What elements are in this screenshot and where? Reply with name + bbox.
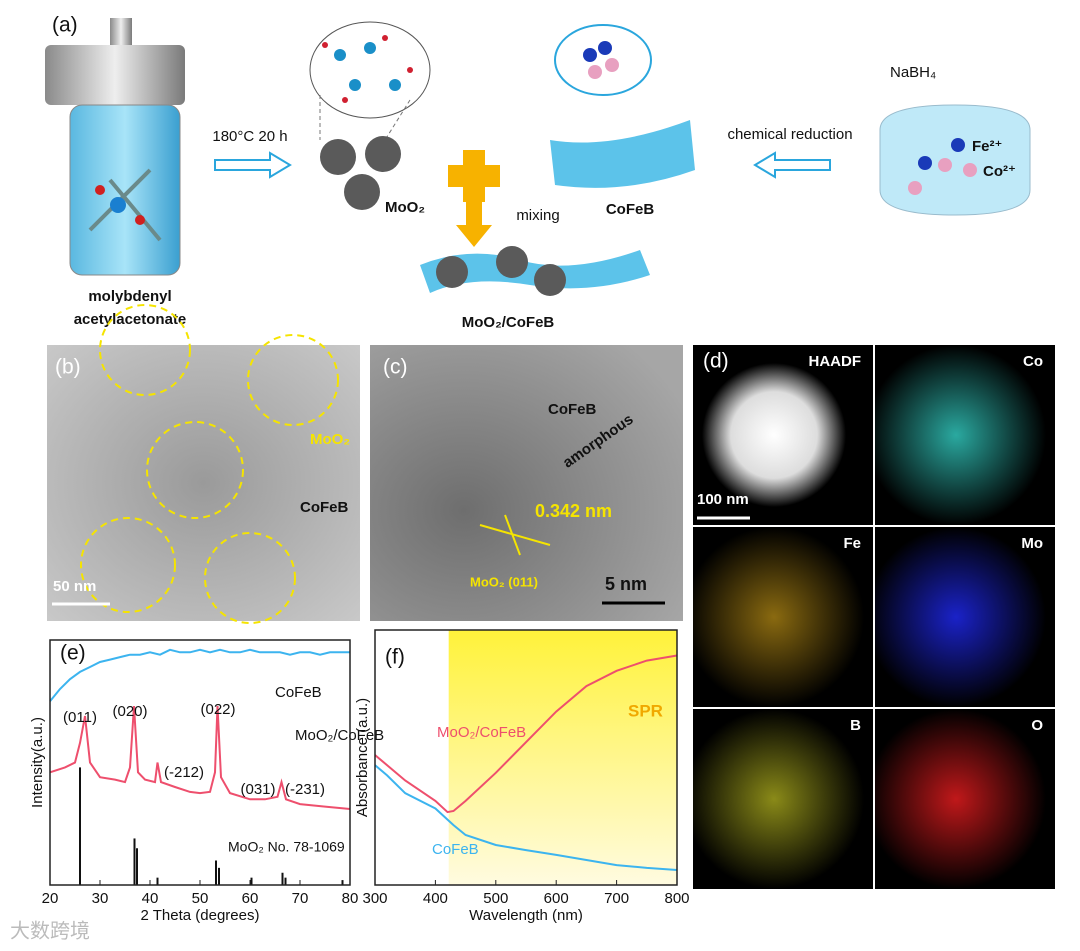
label: NaBH₄ [890, 64, 936, 81]
series-label: MoO₂/CoFeB [437, 724, 526, 741]
x-tick-label: 500 [483, 890, 508, 907]
x-tick-label: 300 [362, 890, 387, 907]
x-tick-label: 50 [192, 890, 209, 907]
peak-annotation: (-231) [285, 781, 325, 798]
x-tick-label: 70 [292, 890, 309, 907]
precursor-name: molybdenyl [88, 288, 171, 305]
autoclave-liner [69, 104, 181, 276]
arrow [456, 195, 492, 247]
panel-label: (e) [60, 642, 86, 665]
x-tick-label: 400 [423, 890, 448, 907]
y-axis-title: Intensity(a.u.) [29, 717, 46, 808]
scale-bar: 50 nm [53, 578, 96, 595]
label: MoO₂ (011) [470, 574, 538, 589]
map-label: Co [1023, 353, 1043, 370]
x-axis-title: 2 Theta (degrees) [141, 907, 260, 924]
label: 0.342 nm [535, 501, 612, 521]
hrtem-image: (c) CoFeB amorphous 0.342 nm MoO₂ (011) … [370, 345, 683, 621]
plot-frame [374, 629, 678, 886]
peak-annotation: (-212) [164, 764, 204, 781]
map-signal [693, 709, 873, 889]
map-signal [875, 345, 1055, 525]
zoom-circle [309, 21, 431, 119]
scale-bar: 100 nm [697, 491, 749, 508]
panel-label: (c) [383, 356, 408, 379]
panel-label: (f) [385, 646, 405, 669]
x-tick-label: 30 [92, 890, 109, 907]
map-signal [693, 345, 873, 525]
series-line [374, 654, 678, 814]
sheet [420, 250, 650, 293]
map-signal [693, 527, 873, 707]
label: mixing [516, 207, 559, 224]
molecule [88, 168, 162, 242]
autoclave-lid [45, 45, 185, 105]
x-tick-label: 700 [604, 890, 629, 907]
tem-image: (b) MoO₂ CoFeB 50 nm [47, 304, 360, 624]
label: MoO₂ [385, 199, 425, 216]
watermark: 大数跨境 [10, 919, 90, 942]
peak-annotation: (031) [240, 781, 275, 798]
map-label: HAADF [809, 353, 862, 370]
map-label: Mo [1021, 535, 1043, 552]
label: MoO₂/CoFeB [462, 314, 555, 331]
series-line [49, 648, 350, 702]
region-label: SPR [628, 701, 663, 720]
panel-label: (b) [55, 356, 81, 379]
map-label: Fe [843, 535, 861, 552]
label: MoO₂ [310, 431, 350, 448]
peak-annotation: (020) [112, 703, 147, 720]
schematic: (a) molybdenyl acetylacetonate 180°C 20 … [45, 14, 1031, 331]
panel-label: (a) [52, 14, 78, 37]
peak-annotation: (022) [200, 701, 235, 718]
arrow [214, 151, 292, 179]
plus [448, 150, 500, 202]
zoom-circle [554, 24, 652, 96]
beaker [879, 104, 1031, 216]
sheet [550, 120, 695, 188]
eds-maps: (d) 100 nm HAADF Co Fe Mo B O [693, 345, 1055, 889]
precursor-name: acetylacetonate [74, 311, 187, 328]
autoclave-cap [110, 18, 132, 48]
label: Fe²⁺ [972, 138, 1002, 155]
particles [320, 136, 401, 210]
map-label: O [1031, 717, 1043, 734]
x-tick-label: 60 [242, 890, 259, 907]
x-tick-label: 600 [544, 890, 569, 907]
panel-label: (d) [703, 350, 729, 373]
map-signal [875, 709, 1055, 889]
series-label: MoO₂/CoFeB [295, 727, 384, 744]
label: CoFeB [606, 201, 655, 218]
scale-bar: 5 nm [605, 574, 647, 594]
map-signal [875, 527, 1055, 707]
label: chemical reduction [727, 126, 852, 143]
x-tick-label: 80 [342, 890, 359, 907]
label: Co²⁺ [983, 163, 1016, 180]
label: CoFeB [300, 499, 349, 516]
series-label: CoFeB [275, 684, 322, 701]
map-label: B [850, 717, 861, 734]
x-tick-label: 800 [664, 890, 689, 907]
label: CoFeB [548, 401, 597, 418]
reference-label: MoO₂ No. 78-1069 [228, 839, 345, 855]
series-line [49, 706, 351, 810]
y-axis-title: Absorbance (a.u.) [354, 698, 371, 817]
x-tick-label: 20 [42, 890, 59, 907]
series-line [374, 764, 678, 871]
x-tick-label: 40 [142, 890, 159, 907]
arrow [753, 151, 831, 179]
shaded-region [448, 630, 677, 885]
condition: 180°C 20 h [212, 128, 287, 145]
charts: MoO₂ No. 78-1069 CoFeB MoO₂/CoFeB (011) (020… [29, 629, 690, 924]
peak-annotation: (011) [63, 709, 97, 726]
x-axis-title: Wavelength (nm) [469, 907, 583, 924]
series-label: CoFeB [432, 841, 479, 858]
